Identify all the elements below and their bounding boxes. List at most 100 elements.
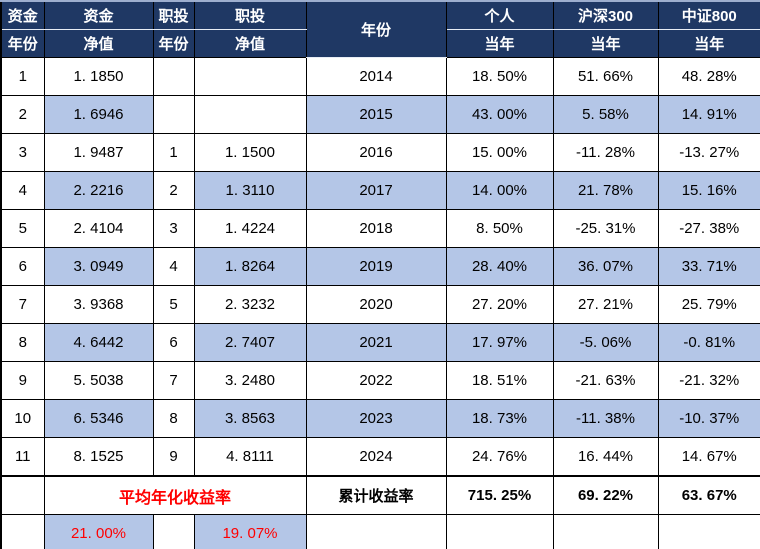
- header-fund-year-line1: 资金: [0, 0, 45, 30]
- header-zz800-line2: 当年: [657, 29, 760, 58]
- zz800-return-cell: 33. 71%: [657, 247, 760, 286]
- year-cell: 2017: [305, 171, 447, 210]
- personal-return-cell: 18. 51%: [445, 361, 554, 400]
- table-row: 1 1. 1850 2014 18. 50% 51. 66% 48. 28%: [0, 57, 760, 96]
- job-nav-cell: 2. 7407: [193, 323, 307, 362]
- table-header: 资金 资金 职投 职投 年份 个人 沪深300 中证800 年份 净值 年份 净…: [0, 0, 760, 58]
- empty-cell: [0, 475, 45, 515]
- cumulative-personal-value: 715. 25%: [445, 475, 554, 515]
- zz800-return-cell: 15. 16%: [657, 171, 760, 210]
- fund-year-cell: 1: [0, 57, 45, 96]
- table-row: 4 2. 2216 2 1. 3110 2017 14. 00% 21. 78% 15. 16…: [0, 171, 760, 210]
- fund-year-cell: 10: [0, 399, 45, 438]
- fund-year-cell: 5: [0, 209, 45, 248]
- header-job-year-line1: 职投: [152, 0, 195, 30]
- hs300-return-cell: -21. 63%: [552, 361, 659, 400]
- zz800-return-cell: -10. 37%: [657, 399, 760, 438]
- zz800-return-cell: 25. 79%: [657, 285, 760, 324]
- fund-nav-cell: 3. 0949: [43, 247, 154, 286]
- fund-nav-cell: 6. 5346: [43, 399, 154, 438]
- year-cell: 2016: [305, 133, 447, 172]
- year-cell: 2019: [305, 247, 447, 286]
- header-fund-year-line2: 年份: [0, 29, 45, 58]
- job-nav-cell: 1. 8264: [193, 247, 307, 286]
- year-cell: 2023: [305, 399, 447, 438]
- cumulative-return-label: 累计收益率: [305, 475, 447, 515]
- personal-return-cell: 17. 97%: [445, 323, 554, 362]
- fund-nav-cell: 1. 6946: [43, 95, 154, 134]
- summary-labels-row: 平均年化收益率 累计收益率 715. 25% 69. 22% 63. 67%: [0, 475, 760, 515]
- job-year-cell: 1: [152, 133, 195, 172]
- fund-nav-cell: 2. 2216: [43, 171, 154, 210]
- empty-cell: [305, 514, 447, 549]
- header-fund-nav-line2: 净值: [43, 29, 154, 58]
- fund-year-cell: 7: [0, 285, 45, 324]
- personal-return-cell: 18. 50%: [445, 57, 554, 96]
- empty-cell: [445, 514, 554, 549]
- fund-year-cell: 4: [0, 171, 45, 210]
- header-job-year-line2: 年份: [152, 29, 195, 58]
- job-nav-cell: 1. 1500: [193, 133, 307, 172]
- avg-job-return-value: 19. 07%: [193, 514, 307, 549]
- header-hs300-line2: 当年: [552, 29, 659, 58]
- job-nav-cell: 1. 3110: [193, 171, 307, 210]
- avg-fund-return-value: 21. 00%: [43, 514, 154, 549]
- table-summary: 平均年化收益率 累计收益率 715. 25% 69. 22% 63. 67% 2…: [0, 475, 760, 549]
- job-nav-cell: 3. 8563: [193, 399, 307, 438]
- avg-annualized-return-label: 平均年化收益率: [43, 475, 307, 515]
- personal-return-cell: 18. 73%: [445, 399, 554, 438]
- year-cell: 2024: [305, 437, 447, 477]
- job-year-cell: 9: [152, 437, 195, 477]
- fund-year-cell: 2: [0, 95, 45, 134]
- header-job-nav-line2: 净值: [193, 29, 307, 58]
- zz800-return-cell: 48. 28%: [657, 57, 760, 96]
- job-year-cell: 3: [152, 209, 195, 248]
- fund-nav-cell: 2. 4104: [43, 209, 154, 248]
- table-row: 9 5. 5038 7 3. 2480 2022 18. 51% -21. 63% -21. …: [0, 361, 760, 400]
- job-year-cell: 2: [152, 171, 195, 210]
- table-row: 3 1. 9487 1 1. 1500 2016 15. 00% -11. 28% -13. …: [0, 133, 760, 172]
- zz800-return-cell: 14. 91%: [657, 95, 760, 134]
- year-cell: 2021: [305, 323, 447, 362]
- hs300-return-cell: 51. 66%: [552, 57, 659, 96]
- header-fund-nav-line1: 资金: [43, 0, 154, 30]
- zz800-return-cell: 14. 67%: [657, 437, 760, 477]
- job-nav-cell: 4. 8111: [193, 437, 307, 477]
- job-year-cell: 8: [152, 399, 195, 438]
- hs300-return-cell: 16. 44%: [552, 437, 659, 477]
- personal-return-cell: 43. 00%: [445, 95, 554, 134]
- empty-cell: [657, 514, 760, 549]
- header-row-top: 资金 资金 职投 职投 年份 个人 沪深300 中证800: [0, 0, 760, 58]
- personal-return-cell: 27. 20%: [445, 285, 554, 324]
- table-row: 2 1. 6946 2015 43. 00% 5. 58% 14. 91%: [0, 95, 760, 134]
- job-year-cell: 5: [152, 285, 195, 324]
- summary-values-row: 21. 00% 19. 07%: [0, 514, 760, 549]
- table-row: 10 6. 5346 8 3. 8563 2023 18. 73% -11. 38% -10.…: [0, 399, 760, 438]
- personal-return-cell: 28. 40%: [445, 247, 554, 286]
- hs300-return-cell: 36. 07%: [552, 247, 659, 286]
- job-nav-cell: 1. 4224: [193, 209, 307, 248]
- job-nav-cell: 2. 3232: [193, 285, 307, 324]
- year-cell: 2015: [305, 95, 447, 134]
- zz800-return-cell: -13. 27%: [657, 133, 760, 172]
- year-cell: 2018: [305, 209, 447, 248]
- year-cell: 2014: [305, 57, 447, 96]
- empty-cell: [552, 514, 659, 549]
- hs300-return-cell: 21. 78%: [552, 171, 659, 210]
- personal-return-cell: 14. 00%: [445, 171, 554, 210]
- header-zz800-line1: 中证800: [657, 0, 760, 30]
- header-job-nav-line1: 职投: [193, 0, 307, 30]
- cumulative-zz800-value: 63. 67%: [657, 475, 760, 515]
- header-row-bottom: 年份 净值 年份 净值 当年 当年 当年: [0, 29, 760, 58]
- table-row: 7 3. 9368 5 2. 3232 2020 27. 20% 27. 21% 25. 79…: [0, 285, 760, 324]
- cumulative-hs300-value: 69. 22%: [552, 475, 659, 515]
- fund-year-cell: 6: [0, 247, 45, 286]
- empty-cell: [152, 514, 195, 549]
- job-year-cell: 6: [152, 323, 195, 362]
- zz800-return-cell: -0. 81%: [657, 323, 760, 362]
- fund-nav-cell: 8. 1525: [43, 437, 154, 477]
- zz800-return-cell: -21. 32%: [657, 361, 760, 400]
- job-nav-cell: 3. 2480: [193, 361, 307, 400]
